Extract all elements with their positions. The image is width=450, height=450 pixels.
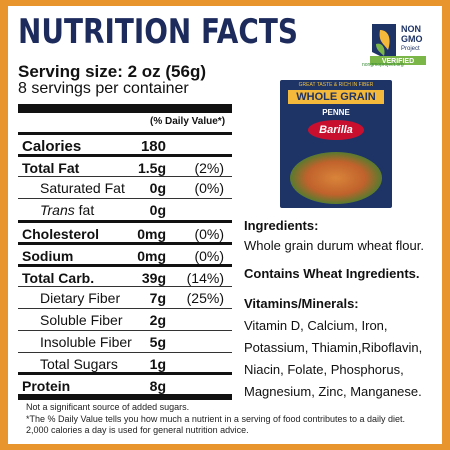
row-label: Total Fat [22, 160, 80, 176]
row-amount: 8g [149, 378, 166, 394]
row-pct: (14%) [186, 270, 224, 286]
servings-per-container: 8 servings per container [18, 80, 189, 97]
daily-value-header: (% Daily Value*) [150, 116, 226, 127]
thick-divider-top [18, 104, 232, 113]
trans-italic: Trans [40, 202, 75, 218]
row-label: Dietary Fiber [40, 290, 121, 306]
badge-line4: VERIFIED [382, 58, 414, 65]
badge-line1: NON [401, 24, 421, 34]
row-total-fat: Total Fat 1.5g (2%) [18, 154, 232, 179]
row-soluble-fiber: Soluble Fiber 2g [18, 308, 232, 331]
row-protein: Protein 8g [18, 372, 232, 397]
row-label: Cholesterol [22, 226, 100, 242]
vitamins-line: Vitamin D, Calcium, Iron, [244, 318, 388, 333]
row-amount: 0g [149, 180, 166, 196]
serving-size-text: Serving size: 2 oz (56g) [18, 62, 206, 81]
row-cholesterol: Cholesterol 0mg (0%) [18, 220, 232, 245]
row-total-carb: Total Carb. 39g (14%) [18, 264, 232, 289]
product-box-image: GREAT TASTE & RICH IN FIBER WHOLE GRAIN … [280, 80, 392, 208]
badge-url: nongmoproject.org [362, 62, 404, 68]
vitamins-line: Magnesium, Zinc, Manganese. [244, 384, 422, 399]
row-pct: (0%) [194, 180, 224, 196]
badge-line3: Project [401, 46, 420, 52]
box-tagline: GREAT TASTE & RICH IN FIBER [298, 82, 374, 88]
row-label: Soluble Fiber [40, 312, 123, 328]
thick-divider-bottom [18, 394, 232, 400]
row-label: Protein [22, 378, 71, 394]
row-dietary-fiber: Dietary Fiber 7g (25%) [18, 286, 232, 309]
trans-rest: fat [74, 202, 95, 218]
row-label: Insoluble Fiber [40, 334, 132, 350]
row-label: Total Carb. [22, 270, 95, 286]
row-pct: (25%) [186, 290, 224, 306]
vitamins-heading: Vitamins/Minerals: [244, 296, 359, 311]
footnote-daily-value: *The % Daily Value tells you how much a … [26, 414, 406, 424]
ingredients-heading: Ingredients: [244, 218, 319, 233]
allergen-statement: Contains Wheat Ingredients. [244, 266, 420, 281]
row-trans-fat: Trans fat 0g [18, 198, 232, 221]
non-gmo-badge-icon: NON GMO Project VERIFIED [370, 24, 426, 65]
vitamins-line: Potassium, Thiamin,Riboflavin, [244, 340, 423, 355]
row-amount: 0mg [137, 248, 166, 264]
row-label: Calories [22, 138, 82, 155]
row-saturated-fat: Saturated Fat 0g (0%) [18, 176, 232, 199]
row-amount: 39g [141, 270, 166, 286]
barilla-logo: Barilla [308, 120, 364, 140]
row-amount: 0mg [137, 226, 166, 242]
nutrition-panel [8, 6, 442, 444]
row-insoluble-fiber: Insoluble Fiber 5g [18, 330, 232, 353]
vitamins-line: Niacin, Folate, Phosphorus, [244, 362, 404, 377]
page-title: NUTRITION FACTS [18, 12, 298, 52]
row-amount: 1.5g [137, 160, 166, 176]
row-label: Total Sugars [40, 356, 118, 372]
row-pct: (2%) [194, 160, 224, 176]
row-label: Saturated Fat [40, 180, 125, 196]
box-variety: WHOLE GRAIN [288, 90, 384, 104]
row-label: Sodium [22, 248, 74, 264]
footnote-calories: 2,000 calories a day is used for general… [26, 425, 249, 435]
row-amount: 2g [149, 312, 166, 328]
row-calories: Calories 180 [18, 132, 232, 157]
row-pct: (0%) [194, 226, 224, 242]
row-amount: 180 [140, 138, 166, 155]
row-amount: 1g [149, 356, 166, 372]
footnote-added-sugars: Not a significant source of added sugars… [26, 402, 190, 412]
row-amount: 7g [149, 290, 166, 306]
row-amount: 5g [149, 334, 166, 350]
box-shape: PENNE [322, 108, 350, 117]
row-sodium: Sodium 0mg (0%) [18, 242, 232, 267]
pasta-dish-image [290, 152, 382, 204]
ingredients-text: Whole grain durum wheat flour. [244, 238, 424, 253]
row-pct: (0%) [194, 248, 224, 264]
row-total-sugars: Total Sugars 1g [18, 352, 232, 375]
serving-size: Serving size: 2 oz (56g) [18, 62, 206, 82]
row-amount: 0g [149, 202, 166, 218]
badge-line2: GMO [401, 34, 423, 44]
row-label: Trans fat [40, 202, 94, 218]
